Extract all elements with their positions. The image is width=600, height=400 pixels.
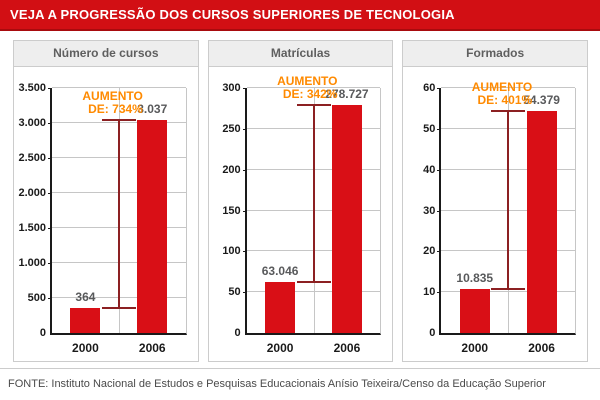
increase-annotation-line1: AUMENTO [82, 89, 143, 104]
y-tick-mark [48, 158, 52, 159]
page-header-bar: VEJA A PROGRESSÃO DOS CURSOS SUPERIORES … [0, 0, 600, 31]
bar-2006 [137, 120, 168, 333]
y-tick-mark [48, 298, 52, 300]
panels-row: Número de cursos 0 500 1.000 1.500 2.000 2.500… [13, 40, 589, 362]
chart-panel-formados: Formados 0 10 20 30 40 50 60 10.835 2000 54.379 200… [402, 40, 589, 362]
bar-2000 [265, 281, 296, 333]
increase-range-cap-top [491, 109, 526, 112]
footer-divider [0, 368, 600, 369]
bar-2006 [526, 110, 557, 333]
chart-title-formados: Formados [403, 41, 588, 67]
increase-range-cap-top [101, 119, 136, 122]
y-tick-label: 1.500 [18, 222, 46, 234]
increase-range-line [117, 120, 120, 308]
y-tick-label: 1.000 [18, 257, 46, 270]
y-tick-label: 2.500 [18, 152, 46, 164]
y-tick-mark [437, 292, 442, 294]
increase-range-cap-top [296, 104, 331, 107]
x-axis-label: 2000 [461, 341, 489, 355]
y-tick-mark [242, 210, 247, 212]
y-tick-mark [48, 123, 52, 124]
chart-title-numero-de-cursos: Número de cursos [14, 41, 198, 67]
bar-value-label: 10.835 [456, 270, 494, 285]
y-tick-mark [48, 263, 52, 265]
y-tick-mark [242, 251, 247, 253]
y-tick-label: 10 [423, 286, 436, 299]
y-tick-label: 3.000 [18, 117, 46, 129]
chart-area-formados: 0 10 20 30 40 50 60 10.835 2000 54.379 2006 AUMENTO… [403, 67, 587, 361]
bar-value-label: 278.727 [325, 87, 369, 102]
bar-value-label: 54.379 [523, 92, 560, 107]
y-tick-label: 40 [423, 163, 436, 176]
y-tick-mark [437, 88, 442, 89]
y-tick-mark [48, 88, 52, 89]
page-title: VEJA A PROGRESSÃO DOS CURSOS SUPERIORES … [10, 7, 455, 22]
increase-annotation-line2: DE: 342% [282, 87, 338, 102]
x-axis-label: 2000 [72, 341, 99, 355]
chart-area-numero-de-cursos: 0 500 1.000 1.500 2.000 2.500 3.000 3.500 364 200… [14, 67, 198, 361]
bar-value-label: 3.037 [137, 102, 168, 117]
x-axis-label: 2000 [266, 341, 294, 355]
y-tick-label: 0 [234, 327, 241, 339]
y-tick-label: 0 [429, 327, 436, 339]
y-tick-mark [48, 193, 52, 195]
bar-value-label: 364 [75, 289, 96, 304]
plot-formados: 0 10 20 30 40 50 60 10.835 2000 54.379 2006 AUMENTO… [423, 80, 577, 355]
x-axis-label: 2006 [138, 341, 166, 355]
plot-matriculas: 0 50 100 150 200 250 300 63.046 2000 278.727 2006 A… [222, 75, 382, 355]
y-tick-label: 500 [27, 292, 46, 305]
increase-annotation-line1: AUMENTO [277, 74, 338, 89]
plot-numero-de-cursos: 0 500 1.000 1.500 2.000 2.500 3.000 3.500 364 200… [18, 82, 187, 355]
y-tick-label: 3.500 [18, 82, 46, 94]
x-axis-label: 2006 [333, 341, 361, 355]
gridline [441, 87, 576, 88]
y-tick-mark [437, 210, 442, 212]
bar-2000 [70, 307, 101, 333]
y-tick-mark [242, 292, 247, 294]
chart-title-matriculas: Matrículas [208, 41, 393, 67]
increase-range-cap-bottom [491, 287, 526, 290]
x-axis-label: 2006 [528, 341, 555, 355]
y-tick-label: 100 [222, 245, 241, 258]
y-tick-label: 2.000 [18, 187, 46, 200]
bar-2000 [459, 288, 490, 333]
y-tick-label: 150 [222, 204, 241, 217]
y-tick-mark [437, 169, 442, 171]
chart-area-matriculas: 0 50 100 150 200 250 300 63.046 2000 278.727 2006 A… [209, 67, 393, 361]
source-note: FONTE: Instituto Nacional de Estudos e P… [8, 378, 546, 390]
bar-2006 [331, 105, 362, 333]
chart-panel-matriculas: Matrículas 0 50 100 150 200 250 300 63.046 2000 27… [207, 40, 394, 362]
increase-annotation: AUMENTO DE: 342% [277, 75, 337, 101]
chart-panel-numero-de-cursos: Número de cursos 0 500 1.000 1.500 2.000 2.500… [13, 40, 199, 362]
increase-annotation: AUMENTO DE: 734% [82, 90, 142, 116]
y-tick-label: 300 [222, 82, 241, 94]
y-tick-label: 20 [423, 245, 436, 258]
increase-range-line [507, 110, 510, 289]
y-tick-mark [437, 251, 442, 253]
y-tick-label: 30 [423, 204, 436, 217]
y-tick-label: 200 [222, 163, 241, 176]
y-tick-mark [242, 169, 247, 171]
increase-range-line [312, 105, 315, 282]
y-tick-mark [437, 128, 442, 130]
gridline [246, 87, 381, 88]
increase-annotation-line1: AUMENTO [471, 79, 533, 94]
y-tick-mark [242, 88, 247, 89]
y-tick-mark [48, 228, 52, 229]
increase-range-cap-bottom [296, 280, 331, 283]
increase-annotation-line2: DE: 401% [477, 92, 533, 107]
y-tick-label: 50 [423, 122, 436, 135]
increase-range-cap-bottom [101, 306, 136, 309]
y-tick-label: 250 [222, 122, 241, 135]
increase-annotation-line2: DE: 734% [88, 102, 143, 117]
y-tick-mark [242, 128, 247, 130]
y-tick-label: 50 [228, 286, 241, 299]
gridline [52, 87, 186, 88]
y-tick-label: 60 [423, 82, 436, 94]
increase-annotation: AUMENTO DE: 401% [471, 79, 533, 107]
bar-value-label: 63.046 [261, 263, 299, 278]
y-tick-label: 0 [39, 327, 46, 339]
